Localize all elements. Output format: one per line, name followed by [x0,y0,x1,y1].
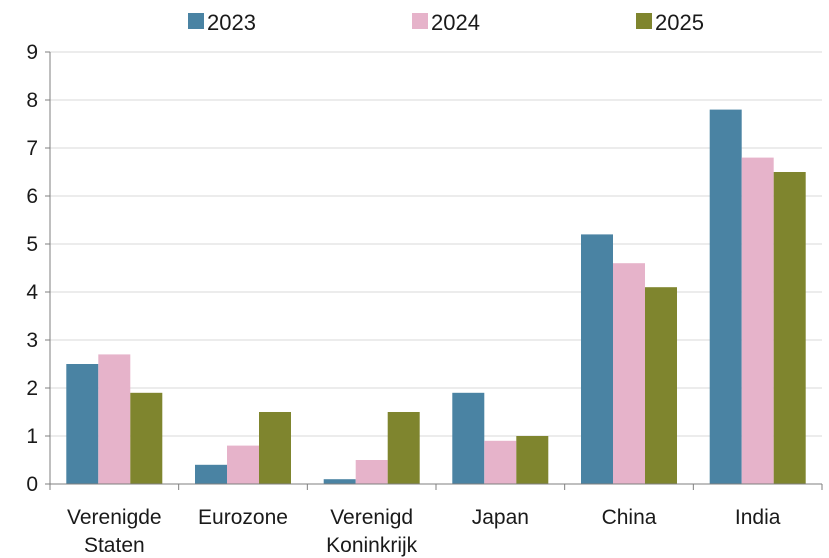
bar-2024-1 [227,445,259,484]
x-tick-label-line: Verenigde [67,506,162,529]
x-tick-label-line: Verenigd [330,506,413,529]
bar-2025-0 [130,392,163,484]
bar-2025-4 [645,287,677,484]
x-tick-label-line: India [735,506,781,529]
bar-2024-3 [484,440,517,484]
bar-2024-5 [741,157,774,484]
y-tick-label: 3 [26,329,38,352]
y-tick-label: 0 [26,473,38,496]
bar-2023-3 [452,392,485,484]
x-axis: Verenigde Staten Eurozone Verenigd Koninkrij… [49,483,823,557]
legend-swatch-2023 [188,13,204,29]
legend-swatch-2025 [636,13,652,29]
bar-2025-5 [773,172,806,484]
bar-2023-0 [66,364,99,484]
bar-2023-1 [195,464,227,484]
y-tick-label: 8 [26,89,38,112]
bar-2024-0 [98,354,131,484]
bar-2025-3 [516,436,549,484]
legend: 2023 2024 2025 [188,10,704,35]
legend-swatch-2024 [412,13,428,29]
y-tick-label: 5 [26,233,38,256]
bar-2024-2 [355,460,388,484]
bar-2024-4 [613,263,645,484]
y-tick-label: 2 [26,377,38,400]
y-tick-label: 7 [26,137,38,160]
x-tick-label: Japan [472,506,529,529]
x-tick-label: Verenigde Staten [67,506,162,557]
x-tick-label-line: Koninkrijk [326,534,418,557]
x-tick-label: Eurozone [198,506,288,529]
x-tick-label: India [735,506,781,529]
x-tick-label-line: Staten [84,534,145,557]
y-tick-label: 9 [26,41,38,64]
bar-2023-4 [581,234,613,484]
bar-2023-5 [709,109,742,484]
y-tick-label: 4 [26,281,38,304]
x-tick-label: China [602,506,657,529]
bars [66,109,806,484]
legend-label-2024: 2024 [431,10,480,35]
x-tick-label-line: Japan [472,506,529,529]
y-tick-label: 6 [26,185,38,208]
x-tick-label: Verenigd Koninkrijk [326,506,418,557]
x-tick-label-line: China [602,506,657,529]
y-tick-label: 1 [26,425,38,448]
bar-2025-2 [387,412,420,484]
y-axis: 0 1 2 3 4 5 6 7 8 9 [26,41,51,496]
gridlines [50,51,822,437]
bar-2023-2 [323,479,356,484]
legend-label-2025: 2025 [655,10,704,35]
legend-label-2023: 2023 [207,10,256,35]
x-tick-label-line: Eurozone [198,506,288,529]
bar-2025-1 [259,412,291,484]
